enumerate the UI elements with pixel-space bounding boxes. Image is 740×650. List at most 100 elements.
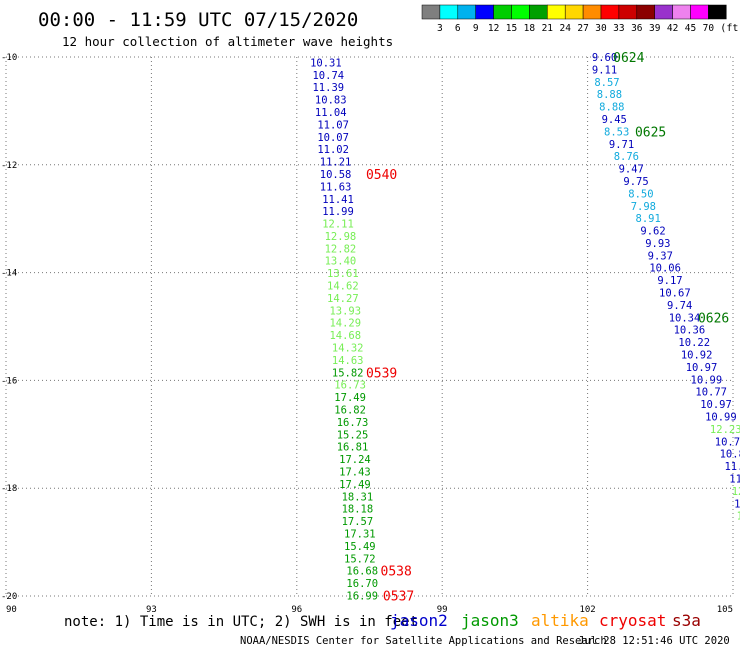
- wave-height-value: 11.63: [320, 181, 352, 193]
- colorbar-swatch: [618, 4, 638, 20]
- colorbar-swatch: [493, 4, 512, 20]
- wave-height-value: 9.93: [645, 238, 670, 250]
- wave-height-value: 13.40: [325, 256, 357, 268]
- wave-height-value: 13.61: [327, 268, 359, 280]
- wave-height-value: 9.47: [619, 164, 644, 176]
- wave-height-value: 18.18: [342, 504, 374, 516]
- wave-height-value: 17.24: [339, 454, 371, 466]
- pass-time-label: 0538: [381, 565, 412, 580]
- wave-height-value: 14.27: [327, 293, 359, 305]
- colorbar-swatch: [654, 4, 673, 20]
- pass-time-label: 0625: [635, 125, 666, 140]
- wave-height-value: 16.73: [337, 417, 369, 429]
- x-tick-label: 93: [146, 605, 157, 615]
- wave-height-value: 16.70: [346, 578, 378, 590]
- wave-height-value: 8.53: [604, 126, 629, 138]
- satellite-legend-cryosat: cryosat: [599, 611, 666, 630]
- wave-height-value: 12.11: [322, 219, 354, 231]
- pass-time-label: 0540: [366, 168, 397, 183]
- note-text: note: 1) Time is in UTC; 2) SWH is in fe…: [64, 614, 418, 630]
- wave-height-value: 10.31: [310, 57, 342, 69]
- wave-height-value: 18.31: [342, 491, 374, 503]
- colorbar-swatch: [636, 4, 655, 20]
- wave-height-value: 11.02: [317, 144, 349, 156]
- colorbar-label: 21: [542, 23, 554, 34]
- wave-height-value: 12.31: [732, 486, 740, 498]
- wave-height-value: 10.97: [700, 399, 732, 411]
- wave-height-value: 11.94: [724, 461, 740, 473]
- axis-tick-labels: -10 -12 -14 -16 -18 -20 90 93 96 99 102 105: [1, 53, 733, 615]
- wave-height-value: 15.82: [332, 367, 364, 379]
- wave-height-value: 14.68: [329, 330, 361, 342]
- wave-height-value: 10.34: [669, 312, 701, 324]
- colorbar-label: 6: [455, 23, 461, 34]
- wave-height-value: 15.49: [344, 541, 376, 553]
- wave-height-value: 16.82: [334, 405, 366, 417]
- wave-height-value: 10.97: [686, 362, 718, 374]
- y-tick-label: -18: [1, 484, 17, 494]
- colorbar-label: 12: [488, 23, 499, 34]
- wave-height-value: 8.88: [599, 102, 624, 114]
- colorbar-label: 3: [437, 23, 443, 34]
- colorbar-label: 70: [703, 23, 715, 34]
- footer-timestamp: Jul 28 12:51:46 UTC 2020: [578, 635, 730, 647]
- wave-height-value: 10.67: [659, 288, 691, 300]
- wave-height-value: 10.83: [315, 95, 347, 107]
- wave-height-value: 17.31: [344, 528, 376, 540]
- wave-height-value: 11.99: [322, 206, 354, 218]
- wave-height-value: 11.07: [317, 119, 349, 131]
- x-tick-label: 105: [717, 605, 733, 615]
- wave-height-value: 11.39: [312, 82, 344, 94]
- satellite-legend-jason3: jason3: [461, 611, 519, 630]
- colorbar-label: 24: [559, 23, 571, 34]
- wave-height-value: 10.36: [674, 325, 706, 337]
- wave-height-value: 9.17: [657, 275, 682, 287]
- colorbar-swatch: [564, 4, 584, 20]
- satellite-legend-jason2: jason2: [390, 611, 448, 630]
- wave-height-value: 8.88: [597, 89, 622, 101]
- wave-height-value: 10.74: [312, 70, 344, 82]
- colorbar-swatch: [529, 4, 548, 20]
- colorbar-swatch: [708, 4, 727, 20]
- colorbar: 3 6 9 12 15 18 21 24 27 30 33 36 39 42 45 70: [421, 4, 727, 34]
- wave-height-value: 12.82: [325, 243, 357, 255]
- wave-height-value: 12.98: [325, 231, 357, 243]
- colorbar-label: 45: [685, 23, 696, 34]
- y-tick-label: -12: [1, 161, 17, 171]
- colorbar-swatch: [457, 4, 476, 20]
- wave-height-value: 10.82: [720, 449, 740, 461]
- colorbar-swatch: [547, 4, 566, 20]
- colorbar-label: 9: [473, 23, 479, 34]
- wave-height-value: 10.07: [317, 132, 349, 144]
- wave-height-value: 17.43: [339, 466, 371, 478]
- wave-height-value: 15.72: [344, 553, 376, 565]
- colorbar-label: 15: [506, 23, 517, 34]
- wave-height-value: 14.63: [332, 355, 364, 367]
- colorbar-label: 27: [577, 23, 588, 34]
- wave-height-value: 10.99: [691, 374, 723, 386]
- wave-height-value: 9.45: [602, 114, 627, 126]
- wave-height-value: 11.21: [729, 473, 740, 485]
- colorbar-label: 39: [649, 23, 661, 34]
- pass-time-label: 0539: [366, 366, 397, 381]
- wave-height-value: 9.74: [667, 300, 692, 312]
- pass-time-label: 0537: [383, 589, 414, 604]
- wave-height-value: 9.37: [648, 250, 673, 262]
- colorbar-swatch: [511, 4, 530, 20]
- colorbar-swatch: [672, 4, 691, 20]
- wave-height-value: 14.32: [332, 343, 364, 355]
- footer-credit: NOAA/NESDIS Center for Satellite Applica…: [240, 635, 607, 647]
- pass-time-label: 0624: [613, 51, 644, 66]
- wave-height-value: 10.58: [320, 169, 352, 181]
- wave-height-value: 10.99: [705, 412, 737, 424]
- wave-height-value: 16.68: [346, 566, 378, 578]
- page-subtitle: 12 hour collection of altimeter wave hei…: [62, 34, 393, 49]
- wave-height-value: 10.22: [678, 337, 710, 349]
- wave-height-value: 14.62: [327, 281, 359, 293]
- wave-height-value: 8.57: [594, 77, 619, 89]
- satellite-legend-altika: altika: [531, 611, 589, 630]
- wave-height-value: 11.04: [315, 107, 347, 119]
- colorbar-swatch: [600, 4, 620, 20]
- wave-height-value: 8.50: [628, 188, 653, 200]
- x-tick-label: 96: [291, 605, 302, 615]
